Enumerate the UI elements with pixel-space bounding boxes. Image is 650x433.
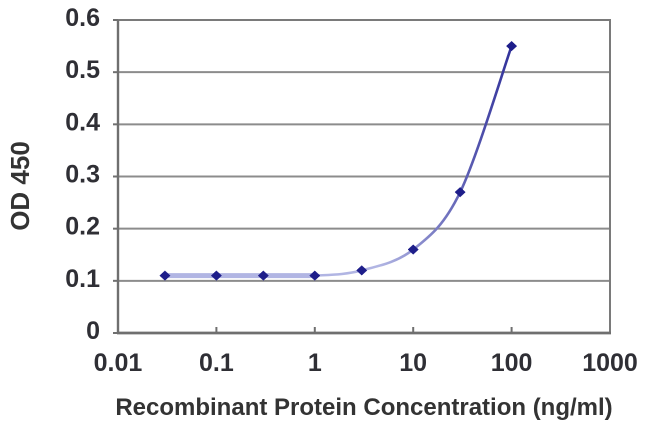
x-tick-label: 100 [491, 349, 533, 377]
y-tick-label: 0.5 [65, 56, 100, 84]
y-tick-label: 0.6 [65, 4, 100, 32]
y-tick-label: 0.4 [65, 108, 100, 136]
y-tick-labels: 0 0.1 0.2 0.3 0.4 0.5 0.6 [65, 4, 100, 345]
data-point-marker [407, 244, 419, 255]
x-axis-title: Recombinant Protein Concentration (ng/ml… [115, 394, 612, 421]
y-tick-label: 0.2 [65, 213, 100, 241]
y-tick-label: 0.3 [65, 161, 100, 189]
y-tick-label: 0.1 [65, 265, 100, 293]
curve-line [163, 44, 513, 278]
data-point-marker [257, 270, 269, 281]
x-tick-label: 0.01 [94, 349, 143, 377]
x-tick-label: 1 [308, 349, 322, 377]
data-point-marker [159, 270, 171, 281]
data-point-marker [506, 40, 518, 52]
x-tick-label: 10 [399, 349, 427, 377]
data-point-marker [210, 270, 222, 281]
gridlines [118, 71, 610, 282]
axis-tick-marks [113, 19, 513, 334]
y-axis-title: OD 450 [5, 141, 35, 231]
data-point-marker [309, 270, 321, 281]
y-tick-label: 0 [86, 317, 100, 345]
x-tick-label: 1000 [582, 349, 638, 377]
x-tick-label: 0.1 [199, 349, 234, 377]
x-tick-labels: 0.01 0.1 1 10 100 1000 [94, 349, 638, 377]
data-point-markers [159, 40, 518, 281]
data-point-marker [454, 187, 466, 198]
data-point-marker [356, 265, 368, 276]
